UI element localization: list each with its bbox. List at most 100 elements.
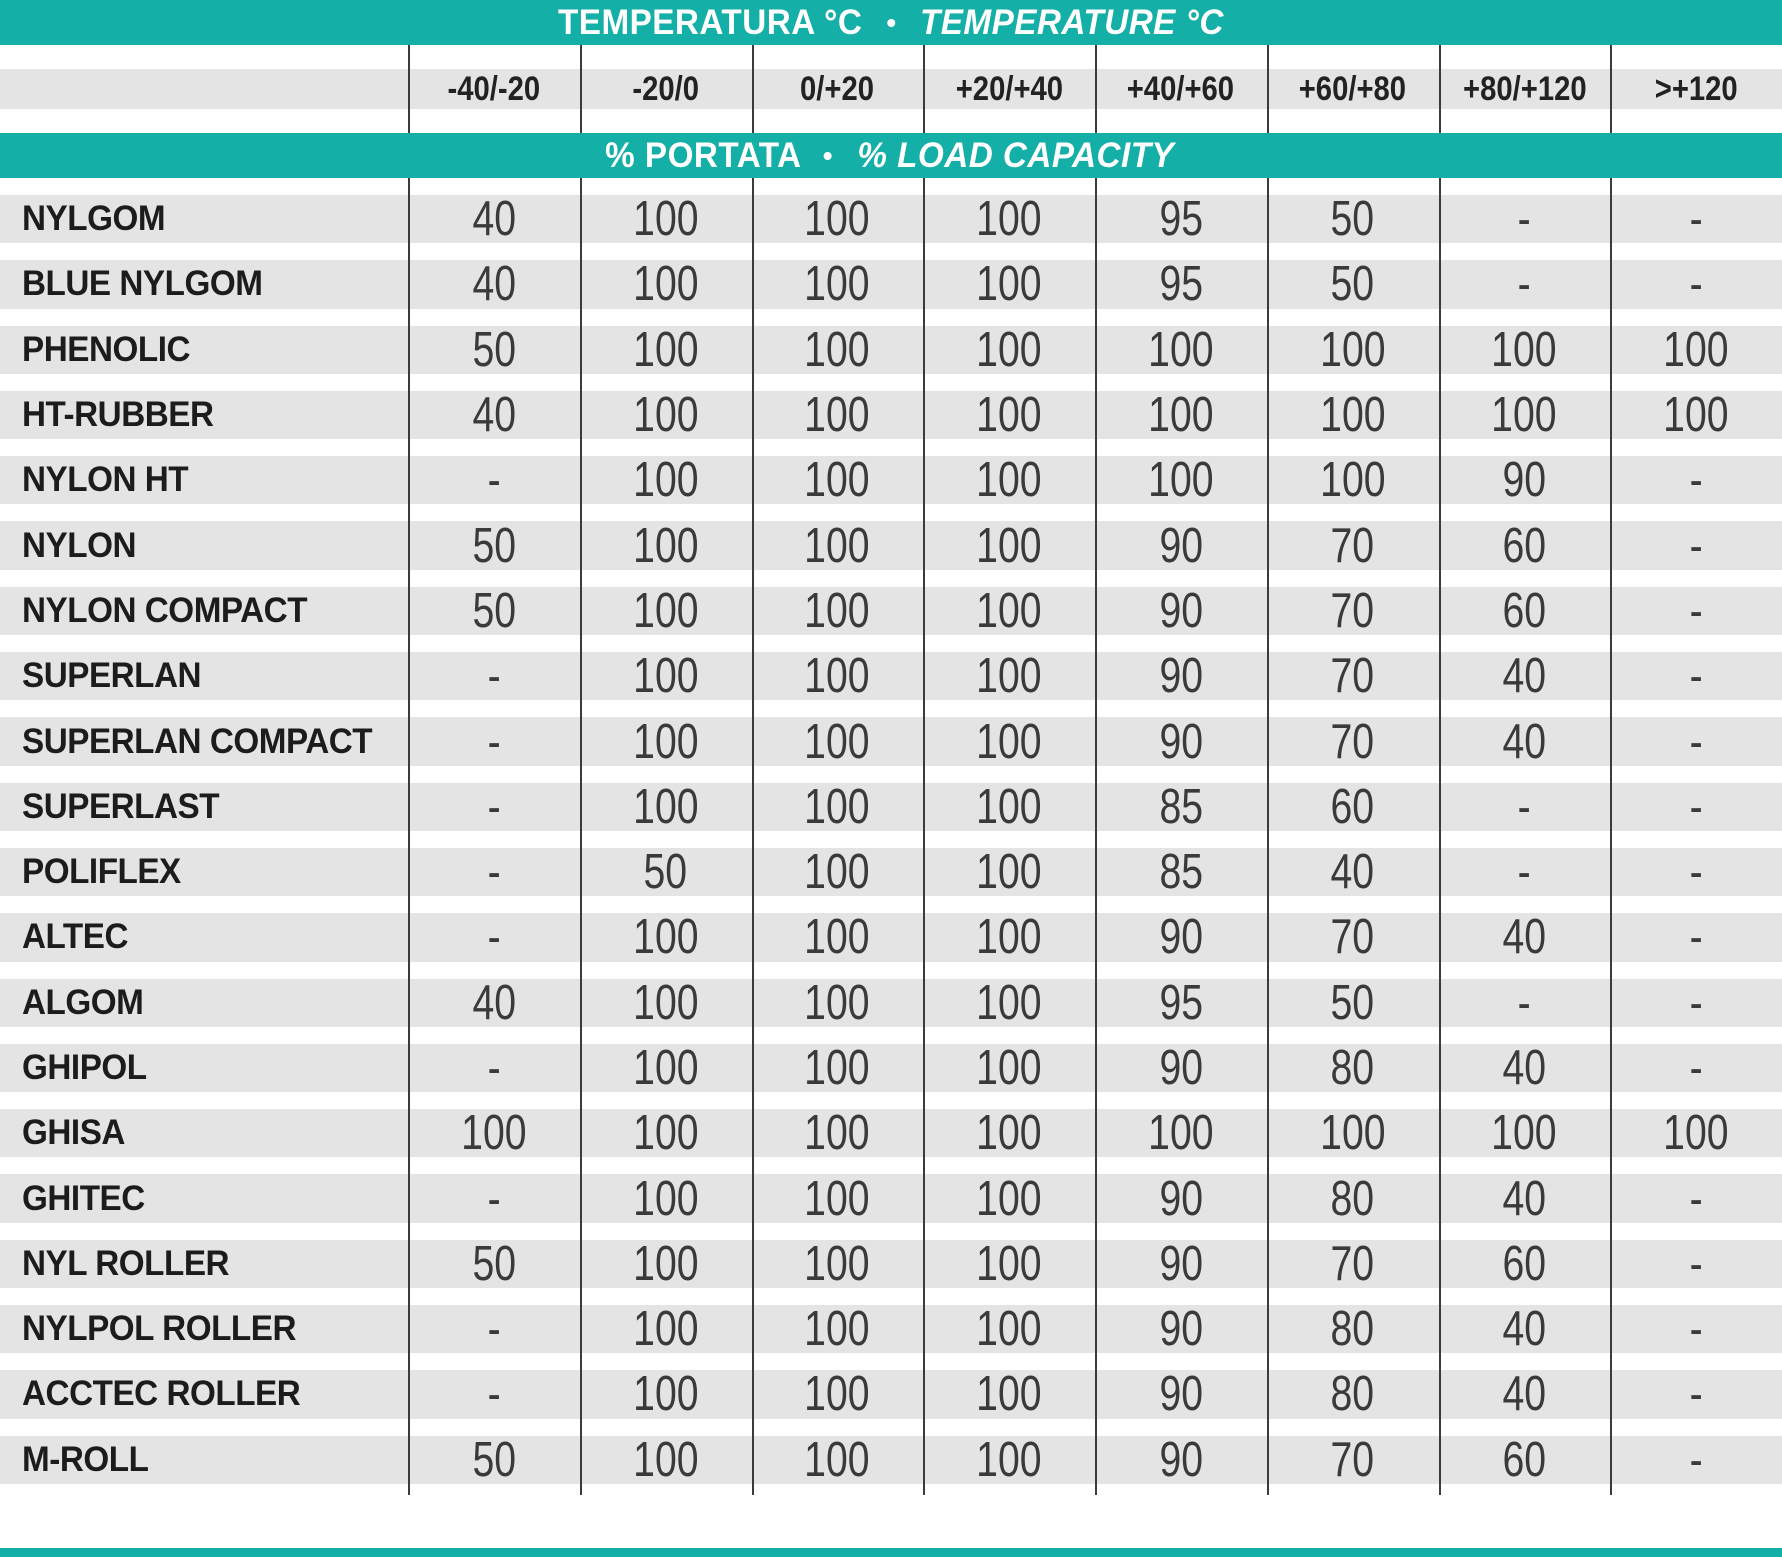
- capacity-value: -: [1517, 845, 1531, 900]
- material-name: GHITEC: [22, 1178, 145, 1218]
- capacity-value: 100: [1148, 1106, 1214, 1161]
- capacity-value: 100: [976, 453, 1042, 508]
- capacity-value-cell: 100: [923, 913, 1095, 962]
- capacity-value: 100: [804, 779, 871, 834]
- capacity-value-cell: 100: [580, 1174, 752, 1223]
- capacity-value-cell: 100: [580, 717, 752, 766]
- column-divider: [923, 178, 926, 1495]
- capacity-value-cell: 100: [752, 1435, 924, 1484]
- capacity-value: -: [487, 453, 501, 508]
- capacity-value-cell: 100: [1267, 325, 1439, 374]
- capacity-value-cell: -: [1610, 1302, 1782, 1357]
- capacity-value-cell: 50: [408, 1236, 580, 1291]
- capacity-value-cell: -: [1610, 456, 1782, 505]
- capacity-value: 100: [632, 583, 699, 638]
- column-divider: [1266, 45, 1269, 133]
- material-name-cell: HT-RUBBER: [0, 391, 408, 439]
- capacity-value-cell: 100: [1610, 1106, 1782, 1161]
- capacity-value: -: [1517, 257, 1531, 312]
- material-name-cell: ALGOM: [0, 979, 408, 1027]
- capacity-value: -: [1517, 975, 1531, 1030]
- capacity-value-cell: -: [1439, 257, 1611, 312]
- capacity-value: 50: [472, 322, 516, 377]
- capacity-value-cell: 100: [752, 325, 924, 374]
- capacity-value-cell: 70: [1267, 652, 1439, 701]
- capacity-value: -: [1689, 1171, 1703, 1226]
- capacity-value-cell: 100: [580, 391, 752, 440]
- capacity-value: 40: [1502, 1171, 1547, 1226]
- capacity-value-cell: 100: [1439, 1109, 1611, 1158]
- capacity-value: 100: [1491, 322, 1558, 377]
- capacity-value-cell: 100: [1439, 322, 1611, 377]
- material-name-cell: BLUE NYLGOM: [0, 260, 408, 308]
- capacity-value-cell: 100: [580, 456, 752, 505]
- material-name: GHISA: [22, 1113, 125, 1153]
- capacity-value-cell: 100: [752, 388, 924, 443]
- capacity-value: 100: [1663, 388, 1729, 443]
- capacity-value: 100: [804, 388, 871, 443]
- capacity-value: -: [1689, 518, 1703, 573]
- capacity-value-cell: 90: [1095, 521, 1267, 570]
- capacity-value-cell: 100: [923, 453, 1095, 508]
- capacity-value-cell: -: [408, 782, 580, 831]
- column-divider: [1438, 45, 1441, 133]
- capacity-value: 70: [1330, 910, 1375, 965]
- capacity-value-cell: 100: [580, 521, 752, 570]
- capacity-value: -: [1689, 1302, 1703, 1357]
- table-row: NYLON HT - 100 100 100 100 100 90 -: [0, 439, 1782, 508]
- capacity-value: -: [487, 1041, 501, 1095]
- material-name: POLIFLEX: [22, 852, 181, 892]
- capacity-value-cell: 100: [923, 260, 1095, 309]
- capacity-value-cell: 40: [1439, 714, 1611, 769]
- capacity-value-cell: -: [1610, 782, 1782, 831]
- capacity-value-cell: 90: [1095, 910, 1267, 965]
- material-name: SUPERLAST: [22, 786, 220, 826]
- capacity-value-cell: -: [408, 717, 580, 766]
- capacity-value: 100: [632, 779, 699, 834]
- table-row-stripe: NYLPOL ROLLER - 100 100 100 90 80 40 -: [0, 1302, 1782, 1357]
- capacity-value-cell: 100: [923, 1109, 1095, 1158]
- capacity-value-cell: -: [1610, 518, 1782, 573]
- capacity-value: 50: [472, 1236, 516, 1291]
- capacity-value-cell: 70: [1267, 521, 1439, 570]
- capacity-value: 60: [1502, 518, 1547, 573]
- table-row-stripe: NYL ROLLER 50 100 100 100 90 70 60 -: [0, 1236, 1782, 1291]
- capacity-value: 90: [1159, 1236, 1203, 1291]
- table-row: NYLGOM 40 100 100 100 95 50 - -: [0, 178, 1782, 244]
- capacity-value: 100: [632, 1236, 699, 1291]
- capacity-value-cell: 70: [1267, 717, 1439, 766]
- capacity-value: 100: [1663, 1106, 1729, 1161]
- capacity-value-cell: 100: [923, 1174, 1095, 1223]
- capacity-value: 100: [976, 975, 1042, 1030]
- capacity-value-cell: 100: [580, 325, 752, 374]
- temp-range-label: +80/+120: [1462, 69, 1587, 108]
- capacity-value: -: [1689, 845, 1703, 900]
- capacity-value-cell: -: [1610, 978, 1782, 1027]
- material-name: HT-RUBBER: [22, 395, 214, 435]
- capacity-value: 90: [1159, 910, 1203, 965]
- table-row: NYLPOL ROLLER - 100 100 100 90 80 40 -: [0, 1288, 1782, 1357]
- capacity-value: 40: [1502, 1302, 1547, 1357]
- capacity-value: -: [1689, 910, 1703, 965]
- capacity-value: 60: [1502, 1236, 1547, 1291]
- capacity-value-cell: 40: [1439, 652, 1611, 701]
- table-row-stripe: BLUE NYLGOM 40 100 100 100 95 50 - -: [0, 257, 1782, 312]
- capacity-value: 40: [1502, 910, 1547, 965]
- temperature-range-cells: -40/-20 -20/0 0/+20 +20/+40 +40/+60 +60/+80 +8…: [0, 45, 1782, 133]
- capacity-value-cell: -: [1610, 1370, 1782, 1419]
- column-divider: [579, 45, 582, 133]
- table-row-stripe: NYLGOM 40 100 100 100 95 50 - -: [0, 195, 1782, 244]
- table-row: GHISA 100 100 100 100 100 100 100 100: [0, 1092, 1782, 1161]
- temp-range-label: -20/0: [632, 69, 699, 108]
- header-row-stripe: [0, 69, 1782, 109]
- capacity-value-cell: 60: [1267, 782, 1439, 831]
- capacity-value-cell: -: [1610, 717, 1782, 766]
- temp-range-label: >+120: [1654, 69, 1738, 108]
- material-name-cell: GHITEC: [0, 1174, 408, 1222]
- capacity-value-cell: 60: [1439, 518, 1611, 573]
- table-row: M-ROLL 50 100 100 100 90 70 60 -: [0, 1419, 1782, 1484]
- capacity-value: 40: [1502, 714, 1547, 769]
- capacity-value-cell: 100: [923, 1044, 1095, 1093]
- capacity-value: 80: [1330, 1367, 1375, 1422]
